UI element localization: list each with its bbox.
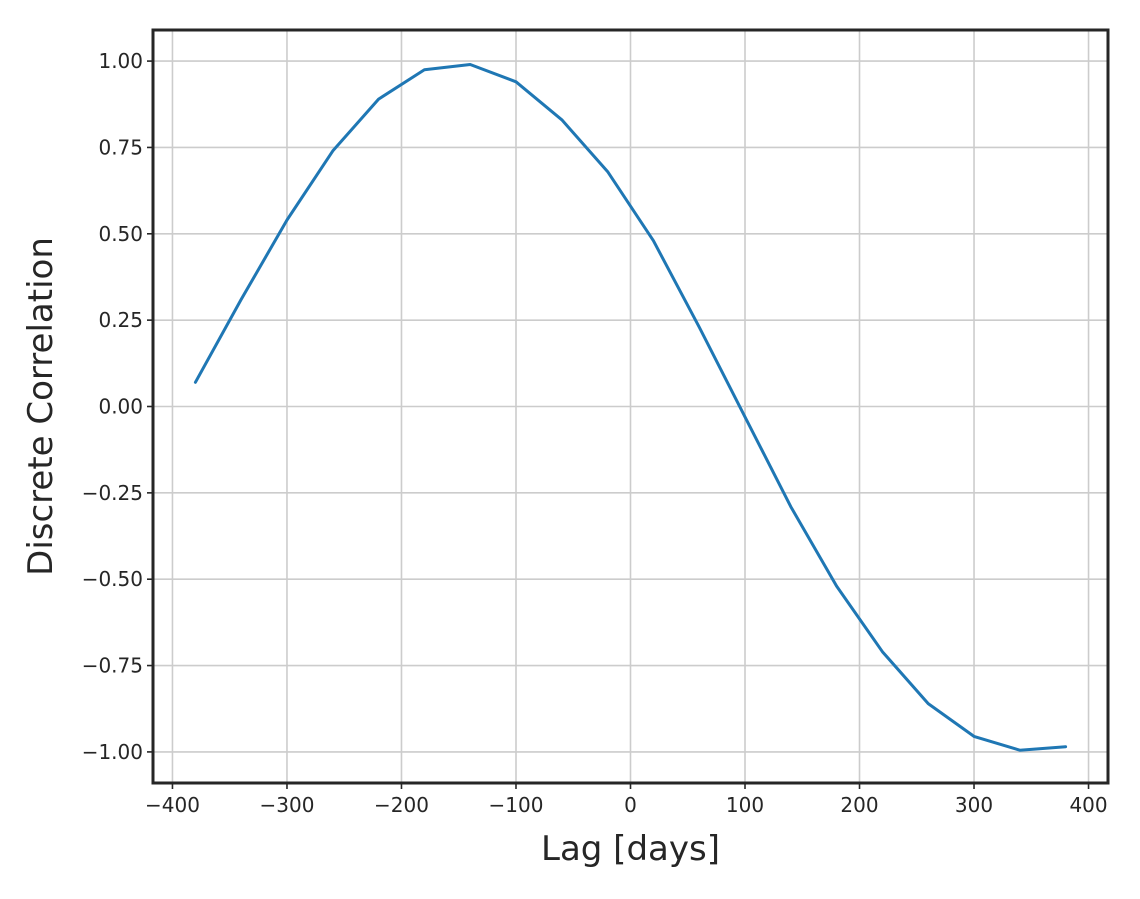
y-tick-label: 0.00 [98, 395, 143, 419]
x-tick-label: −100 [489, 793, 544, 817]
y-axis-label: Discrete Correlation [21, 237, 61, 576]
x-tick-label: 100 [726, 793, 764, 817]
x-tick-label: −200 [374, 793, 429, 817]
x-axis-label: Lag [days] [541, 829, 720, 869]
x-tick-label: −300 [260, 793, 315, 817]
x-tick-label: 200 [840, 793, 878, 817]
y-tick-label: 0.50 [98, 222, 143, 246]
y-tick-label: 1.00 [98, 49, 143, 73]
y-tick-label: −0.75 [82, 654, 143, 678]
x-tick-label: 300 [955, 793, 993, 817]
x-tick-label: 0 [624, 793, 637, 817]
y-tick-label: 0.25 [98, 308, 143, 332]
series-line [193, 63, 1068, 752]
y-tick-label: −0.50 [82, 567, 143, 591]
y-tick-label: −1.00 [82, 740, 143, 764]
x-tick-label: −400 [145, 793, 200, 817]
y-tick-label: 0.75 [98, 135, 143, 159]
series-layer [193, 63, 1068, 752]
x-tick-labels: −400 −300 −200 −100 0 100 200 300 400 [145, 793, 1108, 817]
grid [153, 30, 1108, 783]
ticks [147, 60, 1090, 789]
x-tick-label: 400 [1069, 793, 1107, 817]
y-tick-label: −0.25 [82, 481, 143, 505]
y-tick-labels: 1.00 0.75 0.50 0.25 0.00 −0.25 −0.50 −0.75 −1.00 [82, 49, 143, 764]
